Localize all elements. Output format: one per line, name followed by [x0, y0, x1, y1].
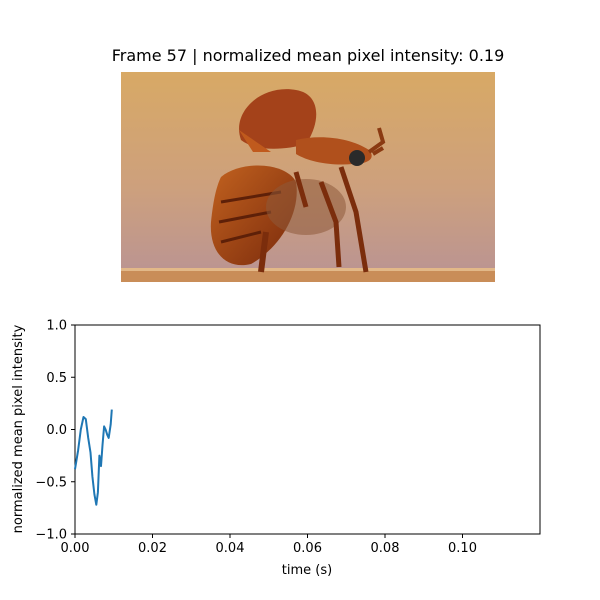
video-frame-image [121, 72, 495, 282]
y-tick-label: 0.5 [46, 371, 67, 386]
figure-title: Frame 57 | normalized mean pixel intensi… [111, 46, 505, 65]
x-axis-label: time (s) [282, 563, 332, 578]
series-line [74, 409, 113, 506]
axes-frame [74, 324, 541, 535]
x-tick-label: 0.10 [448, 541, 477, 556]
x-tick-label: 0.06 [293, 541, 322, 556]
x-tick-label: 0.08 [371, 541, 400, 556]
x-tick-label: 0.02 [138, 541, 167, 556]
y-tick-label: −1.0 [35, 528, 67, 543]
elytra-shape [239, 89, 317, 149]
x-tick-label: 0.00 [61, 541, 90, 556]
y-tick-label: 0.0 [46, 423, 67, 438]
y-axis-label: normalized mean pixel intensity [11, 324, 26, 533]
x-tick-label: 0.04 [216, 541, 245, 556]
y-tick-label: 1.0 [46, 319, 67, 334]
beetle-photo [121, 72, 495, 282]
y-tick-label: −0.5 [35, 475, 67, 490]
